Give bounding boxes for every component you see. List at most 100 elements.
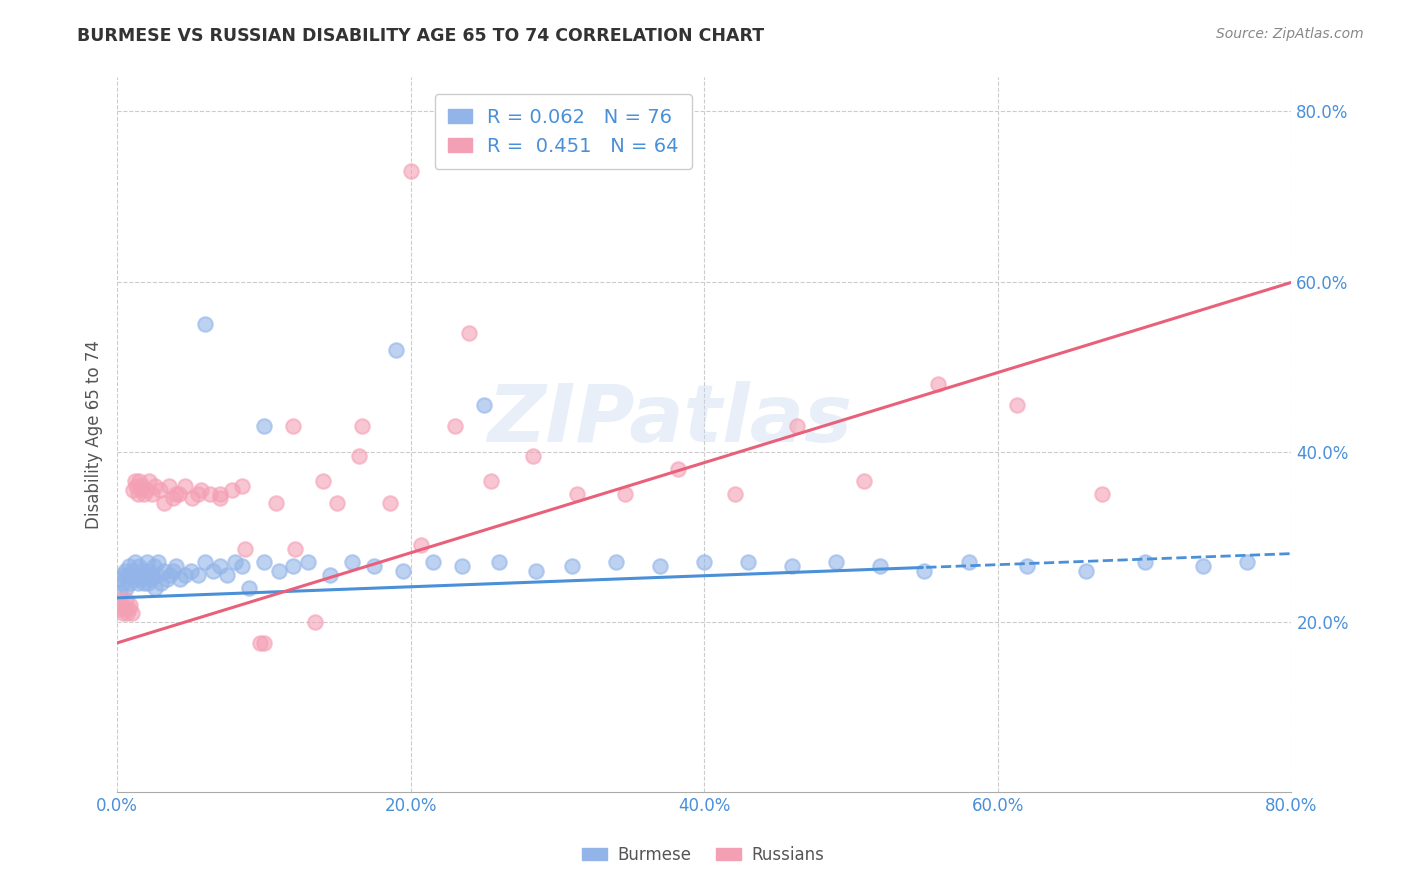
Point (134, 567, 156, 582)
Point (149, 483, 172, 497)
Point (319, 567, 342, 582)
Point (128, 475, 150, 489)
Point (253, 419, 276, 434)
Point (143, 581, 166, 595)
Point (122, 572, 145, 586)
Point (142, 559, 165, 574)
Point (522, 449, 544, 463)
Point (451, 559, 474, 574)
Point (253, 636, 276, 650)
Point (121, 564, 143, 578)
Point (957, 555, 980, 569)
Point (108, 585, 131, 599)
Point (488, 555, 510, 569)
Point (458, 326, 481, 340)
Point (224, 555, 246, 569)
Point (118, 559, 141, 574)
Point (208, 487, 231, 501)
Legend: Burmese, Russians: Burmese, Russians (575, 839, 831, 871)
Point (132, 576, 155, 591)
Point (150, 576, 173, 591)
Text: Source: ZipAtlas.com: Source: ZipAtlas.com (1216, 27, 1364, 41)
Point (107, 572, 129, 586)
Point (869, 559, 891, 574)
Point (422, 555, 444, 569)
Point (297, 555, 319, 569)
Point (118, 602, 141, 616)
Point (138, 475, 160, 489)
Point (110, 598, 132, 612)
Point (363, 559, 385, 574)
Point (1091, 487, 1114, 501)
Point (135, 483, 157, 497)
Point (399, 164, 422, 178)
Point (267, 564, 290, 578)
Point (132, 487, 155, 501)
Point (122, 483, 145, 497)
Point (187, 567, 209, 582)
Point (127, 487, 149, 501)
Point (156, 572, 179, 586)
Point (208, 559, 231, 574)
Point (128, 559, 150, 574)
Point (253, 555, 276, 569)
Point (194, 317, 217, 331)
Point (724, 487, 747, 501)
Point (561, 559, 583, 574)
Point (139, 572, 162, 586)
Point (221, 483, 243, 497)
Point (284, 542, 307, 557)
Point (167, 487, 190, 501)
Point (146, 567, 169, 582)
Point (194, 555, 217, 569)
Point (409, 538, 432, 552)
Point (231, 478, 253, 492)
Point (131, 564, 153, 578)
Point (117, 606, 139, 620)
Text: ZIPatlas: ZIPatlas (486, 381, 852, 459)
Point (190, 483, 212, 497)
Point (125, 567, 148, 582)
Point (1074, 564, 1097, 578)
Point (115, 593, 138, 607)
Point (392, 564, 415, 578)
Point (131, 478, 153, 492)
Point (1005, 398, 1028, 412)
Point (782, 559, 804, 574)
Point (114, 602, 136, 616)
Point (129, 483, 152, 497)
Point (121, 606, 143, 620)
Point (165, 487, 187, 501)
Point (927, 376, 949, 391)
Point (481, 475, 503, 489)
Point (124, 475, 146, 489)
Point (614, 487, 637, 501)
Point (786, 419, 808, 434)
Point (853, 475, 876, 489)
Point (115, 581, 138, 595)
Point (112, 606, 135, 620)
Point (1017, 559, 1039, 574)
Point (352, 419, 374, 434)
Point (605, 555, 627, 569)
Point (173, 567, 195, 582)
Point (326, 495, 349, 509)
Point (198, 487, 221, 501)
Point (349, 449, 371, 463)
Point (693, 555, 716, 569)
Point (650, 559, 672, 574)
Point (153, 495, 176, 509)
Point (340, 555, 363, 569)
Point (283, 419, 305, 434)
Point (153, 564, 176, 578)
Point (238, 581, 260, 595)
Point (231, 559, 253, 574)
Point (138, 564, 160, 578)
Point (120, 598, 142, 612)
Point (127, 576, 149, 591)
Point (385, 343, 408, 357)
Point (180, 564, 202, 578)
Point (1236, 555, 1258, 569)
Point (737, 555, 759, 569)
Point (1192, 559, 1215, 574)
